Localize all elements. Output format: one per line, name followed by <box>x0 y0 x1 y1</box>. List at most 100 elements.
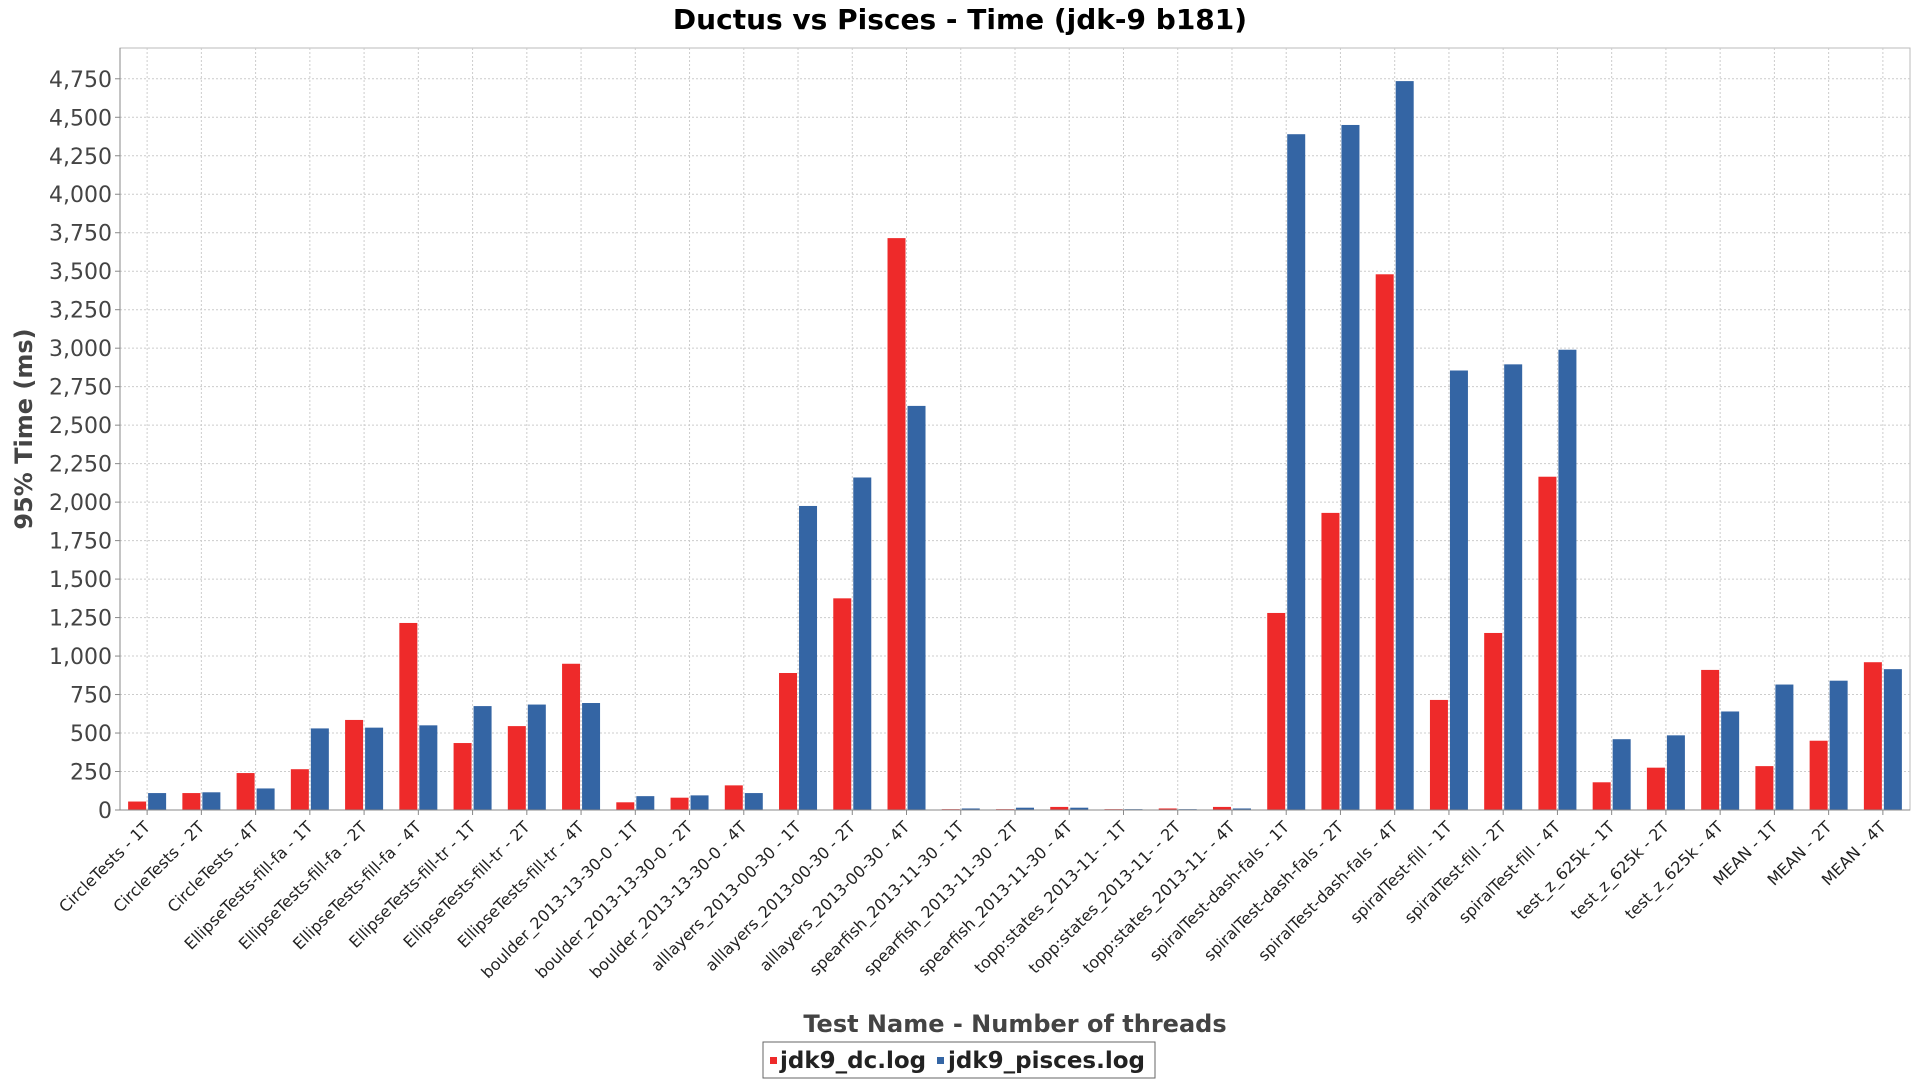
bar-jdk9-pisces <box>419 725 438 810</box>
bar-jdk9-pisces <box>310 728 329 810</box>
bar-jdk9-pisces <box>1883 669 1902 810</box>
bar-jdk9-dc <box>1701 669 1720 810</box>
bar-jdk9-pisces <box>1232 808 1251 810</box>
bar-jdk9-pisces <box>1612 739 1631 810</box>
bar-jdk9-dc <box>562 663 581 810</box>
x-tick-label: spiralTest-fill - 2T <box>1400 817 1510 927</box>
bar-jdk9-dc <box>1050 806 1069 810</box>
series-jdk9-dc <box>128 238 1882 811</box>
y-tick-label: 4,250 <box>49 145 112 170</box>
bar-jdk9-pisces <box>365 727 384 810</box>
bar-jdk9-pisces <box>1341 124 1360 810</box>
bar-jdk9-pisces <box>473 706 492 810</box>
x-tick-label: CircleTests - 1T <box>55 817 154 916</box>
y-tick-label: 3,500 <box>49 260 112 285</box>
bar-jdk9-dc <box>128 801 147 810</box>
bar-jdk9-pisces <box>1449 370 1468 810</box>
y-tick-label: 2,000 <box>49 491 112 516</box>
y-tick-label: 1,500 <box>49 568 112 593</box>
x-tick-label: test_z_625k - 4T <box>1621 817 1728 924</box>
y-tick-label: 1,000 <box>49 645 112 670</box>
bar-jdk9-pisces <box>907 405 926 810</box>
legend-swatch-jdk9-dc <box>770 1057 777 1064</box>
bar-jdk9-pisces <box>256 788 275 810</box>
bar-jdk9-dc <box>1646 767 1665 810</box>
bar-jdk9-dc <box>182 793 201 810</box>
legend-box <box>762 1041 1156 1079</box>
bar-jdk9-dc <box>290 769 309 810</box>
bar-jdk9-dc <box>724 785 743 810</box>
bar-jdk9-pisces <box>1395 81 1414 810</box>
bar-jdk9-dc <box>1538 476 1557 810</box>
y-tick-label: 3,250 <box>49 299 112 324</box>
y-tick-label: 0 <box>98 799 112 824</box>
y-axis-label: 95% Time (ms) <box>10 328 38 529</box>
y-tick-label: 1,250 <box>49 607 112 632</box>
x-tick-label: CircleTests - 2T <box>109 817 208 916</box>
x-tick-label: spiralTest-fill - 1T <box>1346 817 1456 927</box>
bar-jdk9-dc <box>670 797 689 810</box>
x-axis-label: Test Name - Number of threads <box>803 1010 1226 1038</box>
legend-swatch-jdk9-pisces <box>937 1057 944 1064</box>
bar-jdk9-pisces <box>1666 735 1685 810</box>
chart-title: Ductus vs Pisces - Time (jdk-9 b181) <box>673 3 1247 36</box>
y-tick-label: 4,500 <box>49 106 112 131</box>
bar-jdk9-pisces <box>1721 711 1740 810</box>
y-tick-label: 2,250 <box>49 453 112 478</box>
bar-jdk9-dc <box>1484 632 1503 810</box>
bar-jdk9-dc <box>1212 806 1231 810</box>
bar-jdk9-dc <box>779 672 798 810</box>
bar-jdk9-dc <box>616 802 635 810</box>
bar-jdk9-dc <box>399 622 418 810</box>
bar-jdk9-pisces <box>744 793 763 810</box>
y-tick-label: 250 <box>70 761 112 786</box>
bar-jdk9-dc <box>507 726 526 810</box>
bar-jdk9-pisces <box>527 704 546 810</box>
bar-jdk9-dc <box>887 238 906 810</box>
legend-label-jdk9-dc: jdk9_dc.log <box>779 1048 926 1074</box>
bar-jdk9-dc <box>1809 740 1828 810</box>
bar-jdk9-pisces <box>853 477 872 810</box>
bar-jdk9-pisces <box>202 792 221 810</box>
x-tick-label: CircleTests - 4T <box>164 817 263 916</box>
bar-jdk9-pisces <box>799 505 818 810</box>
y-tick-label: 3,000 <box>49 337 112 362</box>
bar-jdk9-dc <box>1321 512 1340 810</box>
bar-jdk9-dc <box>1267 612 1286 810</box>
x-tick-label: test_z_625k - 2T <box>1567 817 1674 924</box>
bar-jdk9-dc <box>345 719 364 810</box>
bar-jdk9-pisces <box>1287 134 1306 810</box>
bar-jdk9-pisces <box>1775 684 1794 810</box>
y-axis-ticks: 0 250 500 750 1,000 1,250 1,500 1,750 2,000 2,250… <box>49 48 121 824</box>
bar-jdk9-pisces <box>1016 807 1034 810</box>
bar-jdk9-dc <box>1755 766 1774 810</box>
y-tick-label: 1,750 <box>49 530 112 555</box>
y-tick-label: 500 <box>70 722 112 747</box>
bars <box>128 81 1902 811</box>
y-tick-label: 4,750 <box>49 68 112 93</box>
y-tick-label: 4,000 <box>49 183 112 208</box>
bar-jdk9-pisces <box>1504 364 1523 810</box>
bar-jdk9-pisces <box>961 808 980 810</box>
x-tick-label: spiralTest-fill - 4T <box>1455 817 1565 927</box>
bar-jdk9-dc <box>1375 274 1394 811</box>
x-tick-label: test_z_625k - 1T <box>1513 817 1620 924</box>
y-tick-label: 2,500 <box>49 414 112 439</box>
bar-jdk9-dc <box>1158 808 1177 810</box>
grid-lines <box>120 48 1910 811</box>
bar-jdk9-dc <box>1592 782 1611 810</box>
bar-jdk9-pisces <box>582 703 601 810</box>
bar-jdk9-dc <box>1429 699 1448 810</box>
bar-jdk9-dc <box>1863 662 1882 810</box>
bar-jdk9-pisces <box>148 793 167 810</box>
bar-jdk9-pisces <box>690 795 709 810</box>
bar-jdk9-dc <box>236 773 255 810</box>
y-tick-label: 750 <box>70 684 112 709</box>
legend: jdk9_dc.log jdk9_pisces.log <box>762 1041 1156 1079</box>
bar-jdk9-pisces <box>1070 807 1089 810</box>
bar-jdk9-pisces <box>1558 349 1577 810</box>
bar-jdk9-pisces <box>636 796 655 810</box>
